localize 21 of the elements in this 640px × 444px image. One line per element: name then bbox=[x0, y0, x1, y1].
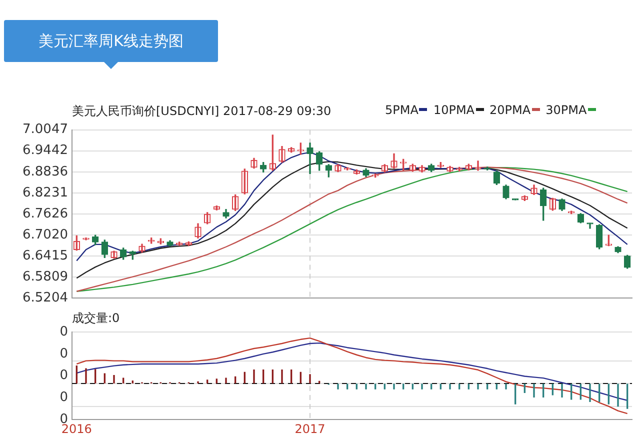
chart-title: 成交量:0 bbox=[72, 310, 120, 327]
x-tick-label: 2017 bbox=[294, 422, 326, 436]
y-tick-label: 6.8231 bbox=[22, 185, 68, 200]
chart-subtitle: 美元人民币询价[USDCNYI] 2017-08-29 09:30 bbox=[72, 103, 332, 120]
text: 0 bbox=[60, 390, 68, 406]
y-tick-label: 6.8836 bbox=[22, 164, 68, 180]
text: 0 bbox=[60, 324, 68, 340]
y-tick-label: 6.9442 bbox=[22, 143, 68, 158]
legend-label: 30PMA bbox=[546, 103, 587, 117]
legend-label: 10PMA bbox=[433, 103, 475, 117]
chart-title: 美元汇率周K线走势图 bbox=[4, 20, 218, 62]
legend-label: 20PMA bbox=[490, 103, 531, 117]
y-tick-label: 7.0047 bbox=[22, 122, 68, 138]
legend-label: 5PMA bbox=[385, 103, 418, 117]
text: 0 bbox=[60, 346, 68, 362]
y-tick-label: 6.7020 bbox=[22, 227, 68, 242]
text: 0 bbox=[60, 368, 68, 384]
y-tick-label: 6.5809 bbox=[22, 270, 68, 285]
y-tick-label: 6.7626 bbox=[22, 206, 68, 222]
y-tick-label: 6.6415 bbox=[22, 248, 68, 264]
y-tick-label: 6.5204 bbox=[22, 290, 68, 306]
